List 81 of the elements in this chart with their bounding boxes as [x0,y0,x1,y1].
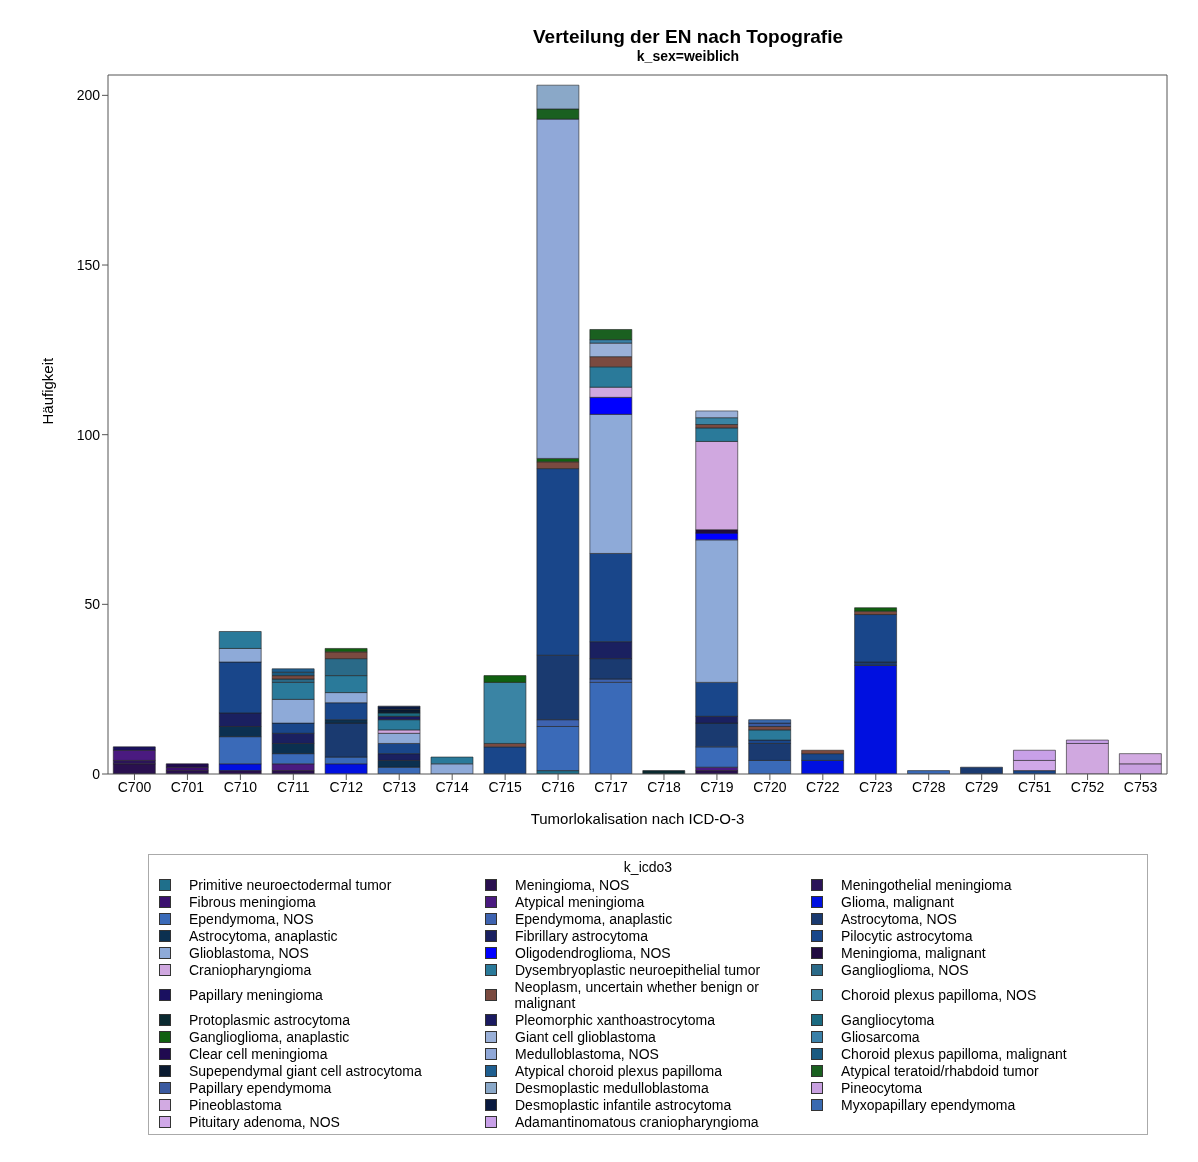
legend-label: Desmoplastic infantile astrocytoma [515,1097,732,1113]
legend-label: Astrocytoma, anaplastic [189,928,338,944]
y-tick-label: 0 [92,765,101,782]
legend-label: Pineocytoma [841,1080,922,1096]
bar [589,329,633,340]
x-tick-label: C728 [911,778,946,795]
x-tick-label: C714 [435,778,470,795]
chart-subtitle: k_sex=weiblich [635,48,741,64]
x-tick-label: C713 [382,778,417,795]
legend-label: Ependymoma, anaplastic [515,911,673,927]
bar [854,614,897,663]
legend-label: Clear cell meningioma [189,1046,328,1062]
legend-label: Neoplasm, uncertain whether benign or malignant [514,979,760,1011]
legend-label: Giant cell glioblastoma [515,1029,656,1045]
x-tick-label: C717 [594,778,628,795]
legend-title: k_icdo3 [622,859,674,875]
legend-label: Pleomorphic xanthoastrocytoma [515,1012,715,1028]
legend-label: Glioma, malignant [841,894,954,910]
y-tick-label: 150 [76,256,101,273]
legend-label: Desmoplastic medulloblastoma [515,1080,709,1096]
x-axis-title: Tumorlokalisation nach ICD-O-3 [530,810,745,827]
legend-label: Papillary ependymoma [189,1080,332,1096]
legend-label: Papillary meningioma [189,987,323,1003]
bar [1066,743,1109,774]
legend-label: Protoplasmic astrocytoma [189,1012,351,1028]
x-tick-label: C715 [488,778,523,795]
legend-label: Choroid plexus papilloma, malignant [841,1046,1067,1062]
legend-label: Atypical teratoid/rhabdoid tumor [841,1063,1039,1079]
legend-label: Meningioma, malignant [841,945,986,961]
x-tick-label: C729 [964,778,999,795]
bar [748,729,791,741]
legend-label: Meningothelial meningioma [841,877,1012,893]
legend-label: Ependymoma, NOS [189,911,314,927]
y-tick-label: 100 [76,426,101,443]
x-tick-label: C752 [1070,778,1105,795]
legend-label: Astrocytoma, NOS [841,911,957,927]
x-tick-label: C700 [117,778,152,795]
legend-label: Meningioma, NOS [515,877,630,893]
y-tick-label: 50 [84,596,101,613]
bar [589,682,633,774]
legend-label: Pilocytic astrocytoma [841,928,973,944]
bar [377,705,421,710]
legend-label: Fibrous meningioma [189,894,316,910]
bar [113,749,156,761]
x-tick-label: C720 [753,778,787,795]
legend-label: Medulloblastoma, NOS [515,1046,659,1062]
x-tick-label: C722 [806,778,840,795]
chart-title: Verteilung der EN nach Topografie [532,26,844,48]
legend-label: Ganglioglioma, anaplastic [189,1029,350,1045]
y-axis-title: Häufigkeit [39,356,57,425]
x-tick-label: C701 [170,778,205,795]
legend-label: Dysembryoplastic neuroepithelial tumor [515,962,761,978]
x-tick-label: C712 [329,778,364,795]
legend-label: Oligodendroglioma, NOS [515,945,671,961]
legend-label: Myxopapillary ependymoma [841,1097,1016,1113]
legend-label: Craniopharyngioma [189,962,312,978]
legend-label: Supependymal giant cell astrocytoma [189,1063,422,1079]
y-tick-label: 200 [76,87,101,104]
legend-label: Atypical choroid plexus papilloma [515,1063,722,1079]
x-tick-label: C719 [700,778,734,795]
x-tick-label: C751 [1017,778,1052,795]
legend-label: Adamantinomatous craniopharyngioma [515,1114,759,1130]
legend-label: Atypical meningioma [515,894,645,910]
legend-label: Pineoblastoma [189,1097,282,1113]
x-tick-label: C711 [277,778,310,795]
x-tick-label: C716 [541,778,576,795]
legend-label: Ganglioglioma, NOS [841,962,969,978]
x-tick-label: C723 [859,778,893,795]
legend-label: Glioblastoma, NOS [189,945,309,961]
legend-label: Choroid plexus papilloma, NOS [841,987,1037,1003]
bar [483,746,527,774]
legend-label: Primitive neuroectodermal tumor [189,877,392,893]
x-tick-label: C753 [1123,778,1158,795]
legend-label: Fibrillary astrocytoma [515,928,649,944]
x-tick-label: C718 [647,778,681,795]
bar [854,665,897,774]
legend-label: Gangliocytoma [841,1012,935,1028]
x-tick-label: C710 [223,778,258,795]
legend-label: Gliosarcoma [841,1029,920,1045]
legend-label: Pituitary adenoma, NOS [189,1114,340,1130]
bar [377,719,421,731]
